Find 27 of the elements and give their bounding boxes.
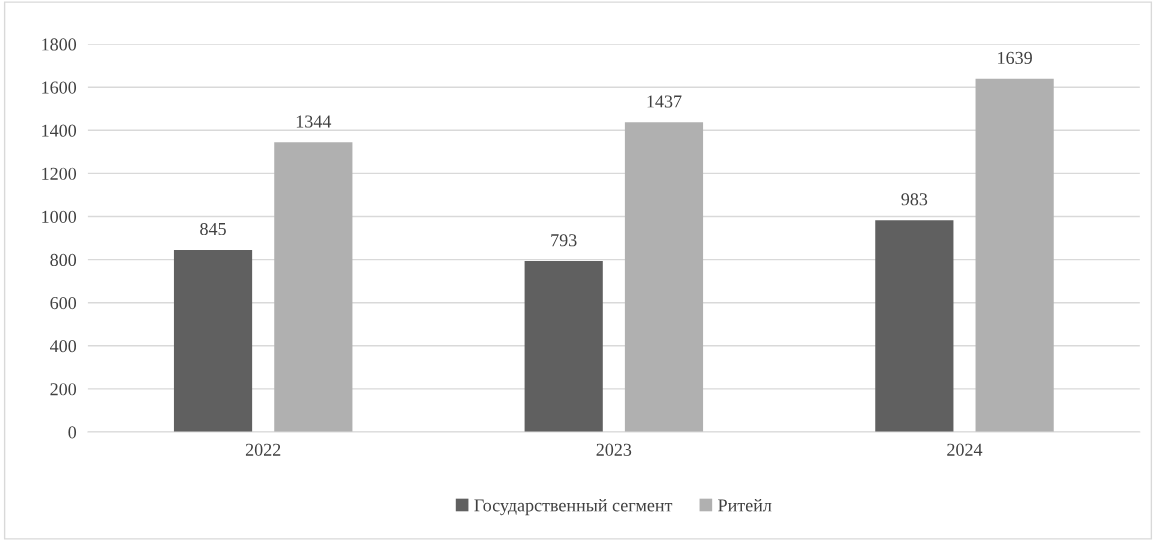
bar (875, 220, 954, 432)
y-tick-label: 600 (50, 296, 77, 310)
y-tick-label: 1800 (42, 38, 77, 51)
y-tick-label: 200 (50, 383, 77, 396)
y-tick-label: 1400 (42, 124, 77, 137)
bar (524, 261, 603, 432)
bar (975, 78, 1054, 432)
x-tick-label: 2022 (245, 443, 281, 456)
legend-label: Ритейл (718, 498, 772, 512)
bar (173, 249, 253, 432)
legend-label: Государственный сегмент (474, 498, 673, 516)
data-label: 983 (901, 193, 928, 206)
y-tick-label: 800 (50, 253, 77, 267)
data-label: 1437 (647, 95, 682, 108)
data-label: 793 (551, 234, 577, 247)
data-label: 1639 (998, 51, 1032, 65)
data-label: 1344 (296, 115, 332, 128)
y-tick-label: 1600 (42, 81, 77, 94)
data-label: 845 (200, 222, 226, 236)
bar (274, 142, 353, 432)
y-tick-label: 1200 (42, 167, 77, 180)
y-tick-label: 400 (50, 340, 77, 353)
bar (624, 122, 704, 432)
y-tick-label: 1000 (42, 210, 77, 223)
x-tick-label: 2024 (947, 443, 983, 456)
x-tick-label: 2023 (596, 443, 632, 456)
y-tick-label: 0 (68, 426, 77, 439)
